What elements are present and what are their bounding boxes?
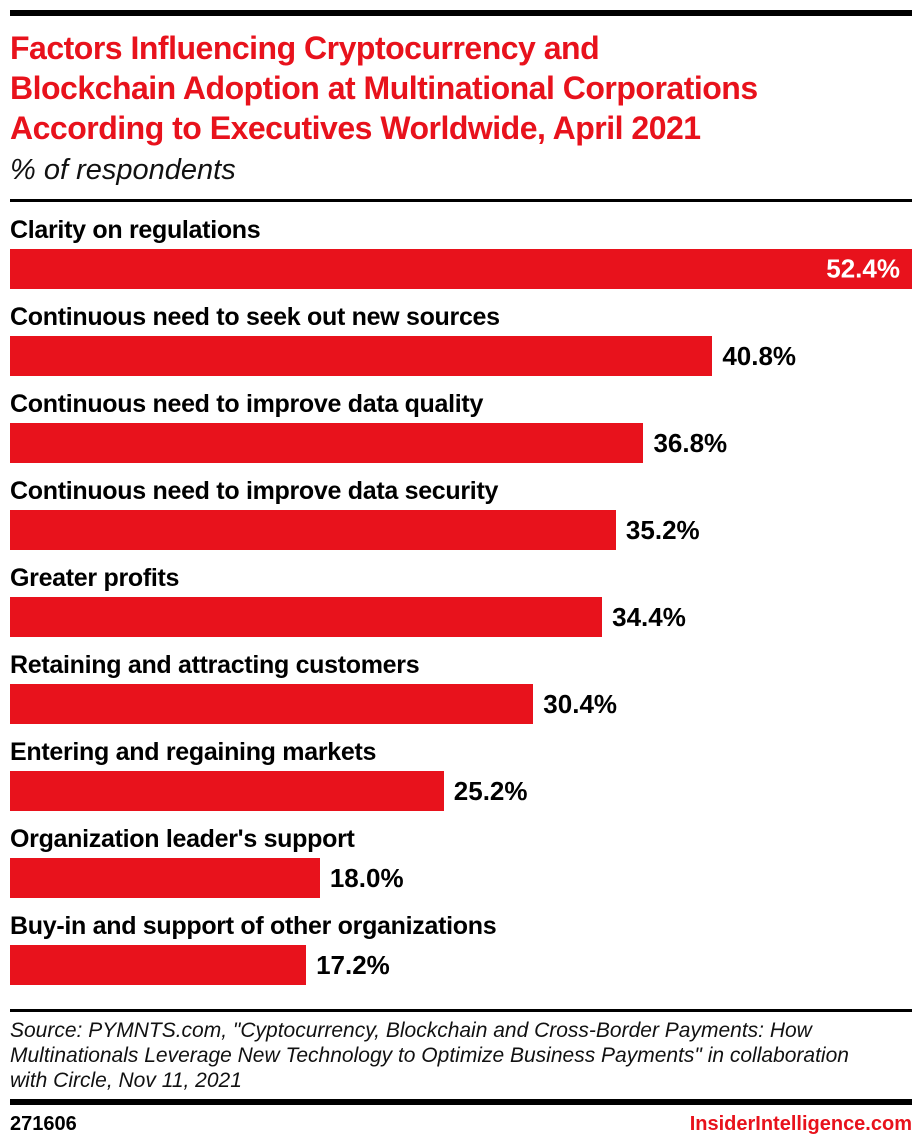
bar — [10, 336, 713, 376]
bar — [10, 945, 307, 985]
bar-value: 30.4% — [543, 688, 618, 719]
chart-row: Buy-in and support of other organization… — [10, 898, 912, 985]
bar-track: 18.0% — [10, 858, 912, 898]
chart-row: Greater profits 34.4% — [10, 550, 912, 637]
source-line-2: Multinationals Leverage New Technology t… — [10, 1044, 849, 1067]
bar-category-label: Entering and regaining markets — [10, 738, 377, 766]
bar-value: 35.2% — [625, 514, 700, 545]
chart-subtitle: % of respondents — [10, 154, 236, 186]
bar-value: 18.0% — [329, 862, 404, 893]
title-line-1: Factors Influencing Cryptocurrency and — [10, 30, 600, 66]
top-rule — [10, 10, 912, 16]
chart-row: Continuous need to seek out new sources 4… — [10, 289, 912, 376]
bar-category-label: Buy-in and support of other organization… — [10, 912, 497, 940]
bar-track: 25.2% — [10, 771, 912, 811]
bar-track: 30.4% — [10, 684, 912, 724]
source-rule — [10, 1009, 912, 1012]
bar-value: 17.2% — [316, 949, 390, 980]
bar-value: 36.8% — [653, 427, 728, 458]
subtitle-rule — [10, 199, 912, 202]
bar — [10, 597, 603, 637]
bar: 52.4% — [10, 249, 912, 289]
bar — [10, 858, 320, 898]
bar-value: 25.2% — [453, 775, 528, 806]
bar — [10, 423, 644, 463]
bar — [10, 771, 444, 811]
bar-value: 40.8% — [722, 340, 797, 371]
bar-value: 52.4% — [826, 253, 900, 284]
chart-row: Entering and regaining markets 25.2% — [10, 724, 912, 811]
bar-value: 34.4% — [612, 601, 686, 632]
footer-rule — [10, 1099, 912, 1105]
source-line-1: Source: PYMNTS.com, "Cyptocurrency, Bloc… — [10, 1019, 812, 1042]
footer-bar: 271606 InsiderIntelligence.com — [10, 1112, 912, 1136]
bar-track: 36.8% — [10, 423, 912, 463]
title-line-3: According to Executives Worldwide, April… — [10, 110, 701, 146]
bar-category-label: Retaining and attracting customers — [10, 651, 420, 679]
chart-row: Clarity on regulations 52.4% — [10, 202, 912, 289]
bar-track: 17.2% — [10, 945, 912, 985]
title-line-2: Blockchain Adoption at Multinational Cor… — [10, 70, 758, 106]
chart-id: 271606 — [10, 1113, 77, 1135]
bar-track: 34.4% — [10, 597, 912, 637]
bar-track: 35.2% — [10, 510, 912, 550]
chart-row: Continuous need to improve data quality 3… — [10, 376, 912, 463]
bar — [10, 684, 534, 724]
bar-chart: Clarity on regulations 52.4% Continuous ne… — [10, 202, 912, 985]
bar-track: 52.4% — [10, 249, 912, 289]
bar-category-label: Continuous need to improve data quality — [10, 390, 484, 418]
bar-category-label: Clarity on regulations — [10, 216, 261, 244]
bar-category-label: Continuous need to seek out new sources — [10, 303, 500, 331]
bar-track: 40.8% — [10, 336, 912, 376]
source-note: Source: PYMNTS.com, "Cyptocurrency, Bloc… — [10, 1018, 912, 1093]
bar-category-label: Greater profits — [10, 564, 180, 592]
bar — [10, 510, 616, 550]
chart-title: Factors Influencing Cryptocurrency and B… — [10, 28, 912, 148]
bar-category-label: Organization leader's support — [10, 825, 355, 853]
source-line-3: with Circle, Nov 11, 2021 — [10, 1069, 242, 1092]
chart-row: Organization leader's support 18.0% — [10, 811, 912, 898]
chart-row: Retaining and attracting customers 30.4% — [10, 637, 912, 724]
brand-link[interactable]: InsiderIntelligence.com — [689, 1113, 912, 1135]
bar-category-label: Continuous need to improve data security — [10, 477, 499, 505]
chart-row: Continuous need to improve data security… — [10, 463, 912, 550]
